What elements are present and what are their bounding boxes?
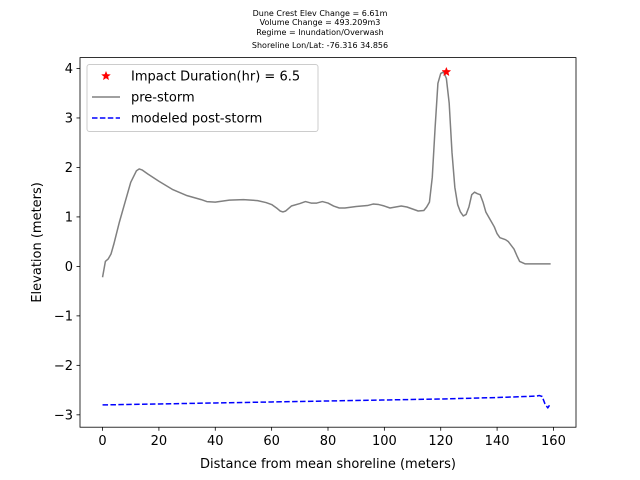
- x-tick-label: 40: [207, 434, 224, 449]
- y-tick-label: 1: [65, 210, 73, 225]
- x-axis-label: Distance from mean shoreline (meters): [200, 457, 456, 472]
- series-line-2: [102, 394, 552, 409]
- legend: Impact Duration(hr) = 6.5 pre-storm modele…: [86, 64, 319, 132]
- x-tick-label: 140: [485, 434, 510, 449]
- x-tick-label: 0: [98, 434, 106, 449]
- y-tick-label: −3: [54, 408, 73, 423]
- legend-label: pre-storm: [131, 91, 195, 106]
- impact-marker-point: [441, 66, 452, 77]
- y-tick-label: 2: [65, 161, 73, 176]
- x-tick-label: 100: [372, 434, 397, 449]
- plot-area: [101, 66, 552, 409]
- legend-label: modeled post-storm: [131, 112, 262, 127]
- x-tick-label: 20: [151, 434, 168, 449]
- title-line: Dune Crest Elev Change = 6.61m: [253, 9, 388, 18]
- x-tick-label: 160: [541, 434, 566, 449]
- legend-box: [86, 64, 319, 132]
- legend-marker-star: [101, 70, 111, 81]
- y-axis-label: Elevation (meters): [30, 182, 45, 303]
- y-tick-label: 4: [65, 62, 73, 77]
- x-axis: 0 20 40 60 80 100 120 140 160: [98, 427, 566, 449]
- y-tick-label: 3: [65, 111, 73, 126]
- y-axis: −3 −2 −1 0 1 2 3 4: [54, 62, 80, 423]
- x-tick-label: 80: [320, 434, 337, 449]
- y-tick-label: 0: [65, 260, 73, 275]
- y-tick-label: −1: [54, 309, 73, 324]
- y-tick-label: −2: [54, 359, 73, 374]
- x-tick-label: 60: [263, 434, 280, 449]
- title-line: Shoreline Lon/Lat: -76.316 34.856: [252, 41, 388, 50]
- x-tick-label: 120: [428, 434, 453, 449]
- series-line-1: [101, 71, 551, 278]
- legend-label: Impact Duration(hr) = 6.5: [131, 70, 300, 85]
- title-line: Regime = Inundation/Overwash: [256, 28, 383, 37]
- title-line: Volume Change = 493.209m3: [260, 18, 381, 27]
